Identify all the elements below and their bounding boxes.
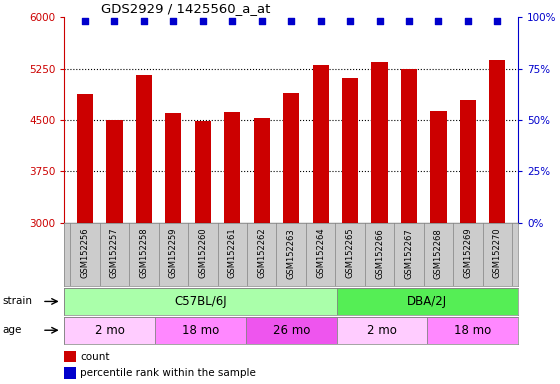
Text: GSM152270: GSM152270 xyxy=(493,228,502,278)
Point xyxy=(198,18,207,25)
Bar xyxy=(254,118,270,384)
Point xyxy=(434,18,443,25)
Text: strain: strain xyxy=(3,296,33,306)
Point xyxy=(346,18,354,25)
Text: GSM152269: GSM152269 xyxy=(464,228,473,278)
Text: DBA/2J: DBA/2J xyxy=(407,295,447,308)
Text: GSM152256: GSM152256 xyxy=(81,228,90,278)
Bar xyxy=(401,70,417,384)
Text: 18 mo: 18 mo xyxy=(454,324,491,337)
Text: C57BL/6J: C57BL/6J xyxy=(174,295,227,308)
Bar xyxy=(246,317,337,344)
Text: GSM152262: GSM152262 xyxy=(257,228,266,278)
Bar xyxy=(136,76,152,384)
Point xyxy=(287,18,296,25)
Bar xyxy=(312,65,329,384)
Bar xyxy=(431,111,446,384)
Bar xyxy=(427,317,518,344)
Bar xyxy=(64,351,76,362)
Point xyxy=(375,18,384,25)
Text: 2 mo: 2 mo xyxy=(95,324,125,337)
Bar xyxy=(64,288,337,315)
Point xyxy=(464,18,473,25)
Bar xyxy=(337,317,427,344)
Bar xyxy=(165,113,181,384)
Bar xyxy=(64,367,76,379)
Bar xyxy=(342,78,358,384)
Bar xyxy=(460,100,476,384)
Point xyxy=(169,18,178,25)
Point xyxy=(139,18,148,25)
Text: GSM152261: GSM152261 xyxy=(228,228,237,278)
Text: GSM152263: GSM152263 xyxy=(287,228,296,278)
Bar xyxy=(224,112,240,384)
Bar xyxy=(489,60,506,384)
Text: GSM152257: GSM152257 xyxy=(110,228,119,278)
Bar xyxy=(155,317,246,344)
Text: GSM152265: GSM152265 xyxy=(346,228,354,278)
Text: GSM152267: GSM152267 xyxy=(404,228,413,278)
Text: 26 mo: 26 mo xyxy=(273,324,310,337)
Point xyxy=(257,18,266,25)
Bar xyxy=(195,121,211,384)
Text: GSM152258: GSM152258 xyxy=(139,228,148,278)
Text: GSM152264: GSM152264 xyxy=(316,228,325,278)
Bar xyxy=(371,62,388,384)
Bar xyxy=(337,288,518,315)
Text: age: age xyxy=(3,325,22,335)
Point xyxy=(404,18,413,25)
Text: GDS2929 / 1425560_a_at: GDS2929 / 1425560_a_at xyxy=(101,2,270,15)
Point xyxy=(493,18,502,25)
Point xyxy=(110,18,119,25)
Bar xyxy=(64,317,155,344)
Text: percentile rank within the sample: percentile rank within the sample xyxy=(80,368,256,378)
Point xyxy=(81,18,90,25)
Text: 2 mo: 2 mo xyxy=(367,324,397,337)
Bar xyxy=(283,93,299,384)
Text: GSM152259: GSM152259 xyxy=(169,228,178,278)
Text: GSM152268: GSM152268 xyxy=(434,228,443,278)
Text: GSM152260: GSM152260 xyxy=(198,228,207,278)
Text: GSM152266: GSM152266 xyxy=(375,228,384,278)
Text: count: count xyxy=(80,352,110,362)
Text: 18 mo: 18 mo xyxy=(182,324,219,337)
Bar xyxy=(77,94,93,384)
Point xyxy=(228,18,237,25)
Point xyxy=(316,18,325,25)
Bar xyxy=(106,120,123,384)
